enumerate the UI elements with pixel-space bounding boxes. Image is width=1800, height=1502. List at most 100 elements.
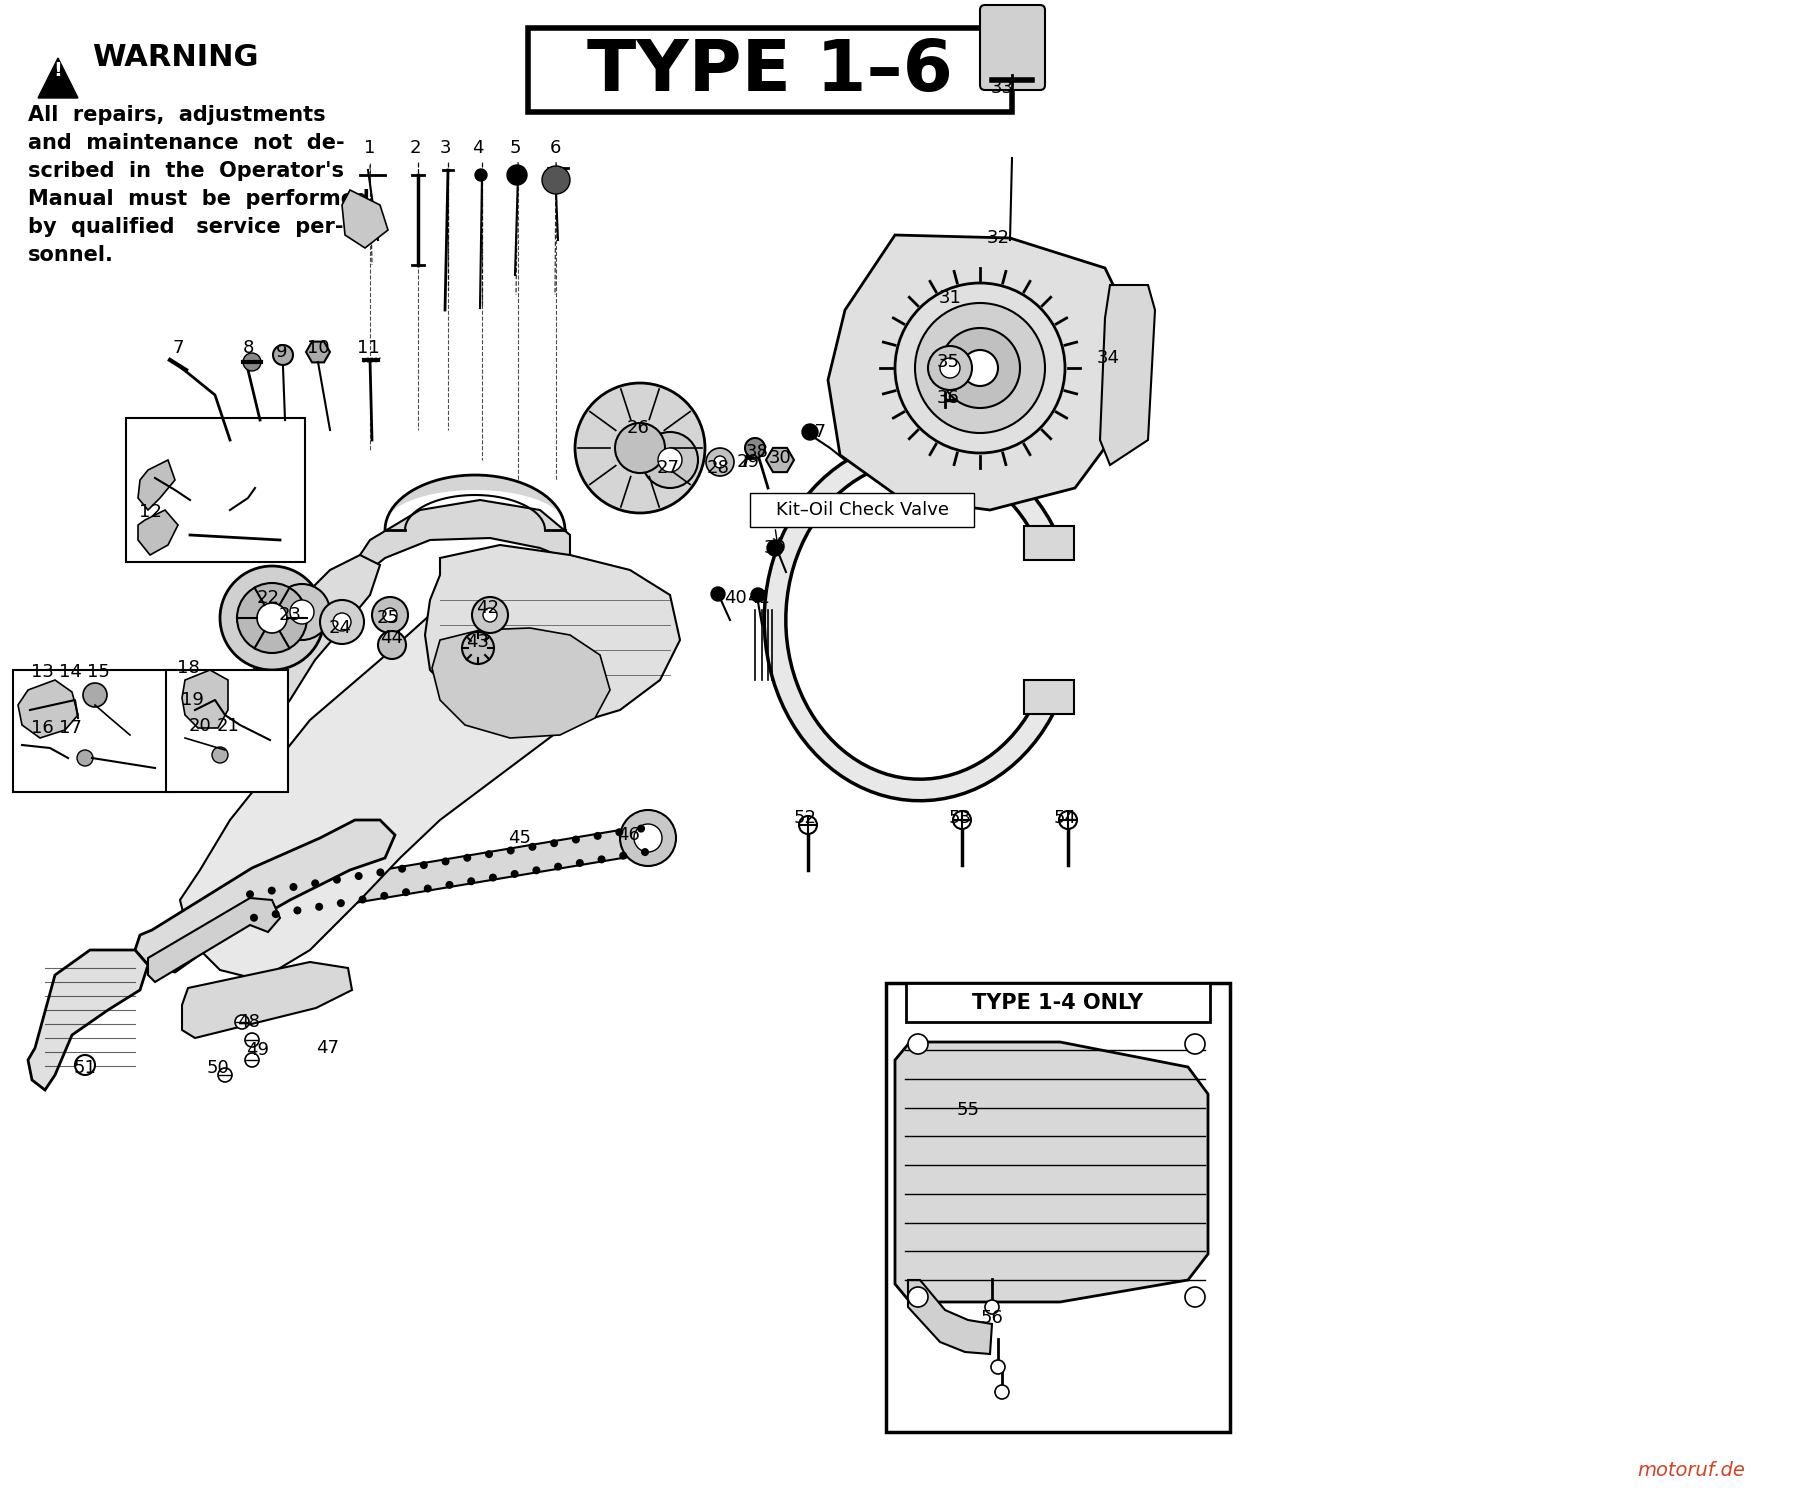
Polygon shape (139, 460, 175, 511)
Polygon shape (38, 59, 77, 98)
Circle shape (245, 1033, 259, 1047)
Circle shape (508, 847, 515, 855)
Text: 11: 11 (356, 339, 380, 357)
Circle shape (985, 1301, 999, 1314)
FancyBboxPatch shape (1024, 680, 1075, 713)
Text: 30: 30 (769, 449, 792, 467)
Text: 54: 54 (1053, 810, 1076, 828)
Text: WARNING: WARNING (92, 44, 259, 72)
Polygon shape (29, 949, 148, 1090)
Polygon shape (135, 820, 394, 972)
Circle shape (803, 424, 817, 440)
Text: 47: 47 (317, 1039, 340, 1057)
Circle shape (76, 1054, 95, 1075)
Text: 46: 46 (617, 826, 639, 844)
Circle shape (441, 858, 450, 865)
Circle shape (373, 596, 409, 632)
Circle shape (914, 303, 1046, 433)
Circle shape (940, 357, 959, 379)
Circle shape (542, 167, 571, 194)
Circle shape (643, 433, 698, 488)
Circle shape (1184, 1033, 1204, 1054)
Circle shape (245, 1053, 259, 1066)
Text: 16: 16 (31, 719, 54, 737)
Text: 40: 40 (724, 589, 747, 607)
Text: 56: 56 (981, 1310, 1003, 1326)
Text: 8: 8 (243, 339, 254, 357)
Text: 12: 12 (139, 503, 162, 521)
Circle shape (423, 885, 432, 892)
Text: 9: 9 (275, 342, 288, 360)
Text: 34: 34 (1096, 348, 1120, 366)
Circle shape (619, 852, 626, 859)
Text: 20: 20 (189, 716, 211, 734)
Circle shape (616, 424, 664, 473)
Circle shape (274, 345, 293, 365)
Circle shape (333, 613, 351, 631)
Circle shape (290, 599, 313, 623)
Circle shape (482, 608, 497, 622)
Circle shape (767, 541, 783, 556)
Text: 41: 41 (747, 589, 769, 607)
Circle shape (572, 835, 580, 844)
Circle shape (576, 859, 583, 867)
FancyBboxPatch shape (751, 493, 974, 527)
Text: 24: 24 (328, 619, 351, 637)
Circle shape (992, 1359, 1004, 1374)
Text: 37: 37 (803, 424, 826, 442)
Polygon shape (828, 234, 1130, 511)
Text: 50: 50 (207, 1059, 229, 1077)
Text: 55: 55 (956, 1101, 979, 1119)
Circle shape (238, 583, 308, 653)
Circle shape (637, 825, 644, 832)
Circle shape (358, 895, 367, 904)
Text: 13: 13 (31, 662, 54, 680)
Circle shape (333, 876, 340, 883)
Circle shape (401, 888, 410, 897)
Circle shape (315, 903, 324, 910)
FancyBboxPatch shape (13, 670, 175, 792)
Text: 48: 48 (236, 1012, 259, 1030)
Polygon shape (148, 898, 281, 982)
Polygon shape (895, 1042, 1208, 1302)
Text: All  repairs,  adjustments
and  maintenance  not  de-
scribed  in  the  Operator: All repairs, adjustments and maintenance… (29, 105, 369, 264)
Circle shape (1058, 811, 1076, 829)
Text: TYPE 1-4 ONLY: TYPE 1-4 ONLY (972, 993, 1143, 1012)
Text: 21: 21 (216, 716, 239, 734)
Circle shape (257, 602, 286, 632)
Polygon shape (767, 448, 794, 472)
Text: 31: 31 (938, 288, 961, 306)
Text: 23: 23 (279, 605, 302, 623)
FancyBboxPatch shape (126, 418, 304, 562)
Text: 53: 53 (949, 810, 972, 828)
Circle shape (247, 891, 254, 898)
Circle shape (380, 892, 389, 900)
Text: 52: 52 (794, 810, 817, 828)
Circle shape (320, 599, 364, 644)
Circle shape (378, 631, 407, 659)
Text: 2: 2 (409, 140, 421, 158)
FancyBboxPatch shape (166, 670, 288, 792)
Text: motoruf.de: motoruf.de (1638, 1461, 1744, 1479)
Circle shape (799, 816, 817, 834)
Circle shape (272, 910, 279, 918)
FancyBboxPatch shape (1024, 526, 1075, 560)
Text: 14: 14 (59, 662, 81, 680)
Polygon shape (250, 826, 648, 919)
Text: 43: 43 (466, 632, 490, 650)
Text: 3: 3 (439, 140, 450, 158)
Circle shape (634, 825, 662, 852)
Circle shape (355, 873, 362, 880)
Polygon shape (306, 341, 329, 362)
Text: 28: 28 (707, 460, 729, 478)
Circle shape (484, 850, 493, 858)
FancyBboxPatch shape (905, 982, 1210, 1021)
Text: 35: 35 (936, 353, 959, 371)
Text: 27: 27 (657, 460, 680, 478)
Circle shape (961, 350, 997, 386)
Text: 17: 17 (59, 719, 81, 737)
Circle shape (236, 1015, 248, 1029)
Text: TYPE 1–6: TYPE 1–6 (587, 38, 952, 107)
Circle shape (616, 828, 623, 837)
Circle shape (952, 811, 970, 829)
